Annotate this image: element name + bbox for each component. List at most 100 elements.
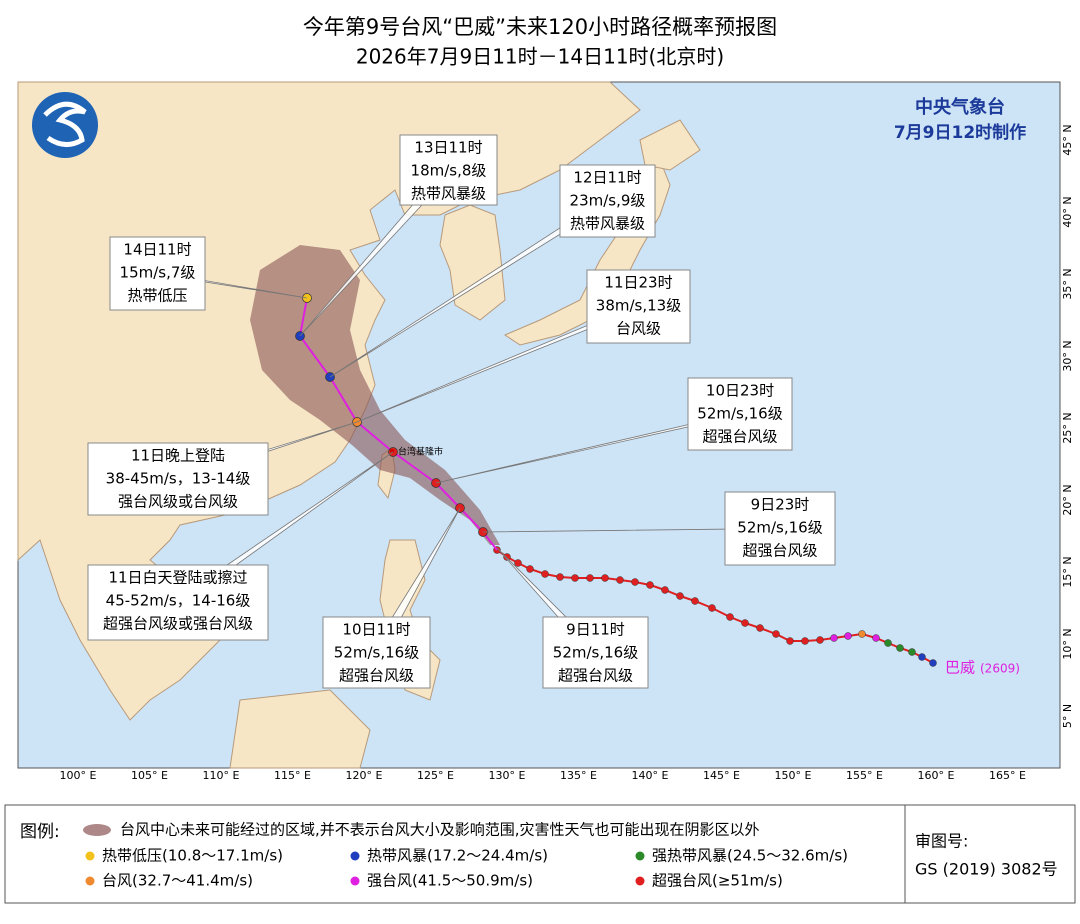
callout-text: 18m/s,8级 bbox=[411, 162, 487, 180]
past-point bbox=[918, 653, 926, 661]
past-point bbox=[514, 559, 522, 567]
callout-box bbox=[322, 616, 431, 689]
storm-name: 巴威 bbox=[945, 659, 975, 677]
past-point bbox=[526, 565, 534, 573]
lon-label: 130° E bbox=[489, 769, 526, 782]
callout-box bbox=[109, 236, 206, 311]
legend-item: 强台风(41.5～50.9m/s) bbox=[367, 872, 533, 890]
callout-text: 15m/s,7级 bbox=[120, 264, 196, 282]
lon-label: 140° E bbox=[632, 769, 669, 782]
past-point bbox=[708, 604, 716, 612]
callout-text: 38-45m/s，13-14级 bbox=[106, 470, 251, 488]
past-point bbox=[631, 578, 639, 586]
overlay: 台湾基隆市13日11时18m/s,8级热带风暴级12日11时23m/s,9级热带… bbox=[60, 124, 1074, 782]
callout-text: 超强台风级 bbox=[558, 667, 633, 685]
past-point bbox=[661, 586, 669, 594]
callout-box bbox=[399, 134, 498, 206]
lon-label: 155° E bbox=[846, 769, 883, 782]
callout-box bbox=[559, 164, 656, 238]
callout-text: 超强台风级 bbox=[742, 542, 817, 560]
past-point bbox=[844, 632, 852, 640]
callout-text: 11日白天登陆或擦过 bbox=[108, 569, 247, 587]
legend-box bbox=[4, 804, 1076, 904]
lat-label: 35° N bbox=[1061, 268, 1074, 299]
callout-text: 10日23时 bbox=[706, 382, 774, 400]
lat-label: 20° N bbox=[1061, 484, 1074, 515]
lon-label: 135° E bbox=[560, 769, 597, 782]
lat-label: 30° N bbox=[1061, 340, 1074, 371]
callout-text: 14日11时 bbox=[123, 241, 191, 259]
past-point bbox=[756, 624, 764, 632]
past-point bbox=[571, 574, 579, 582]
callout-text: 强台风级或台风级 bbox=[118, 493, 238, 511]
legend-item: 热带低压(10.8～17.1m/s) bbox=[102, 847, 283, 865]
past-point bbox=[691, 597, 699, 605]
lon-label: 105° E bbox=[131, 769, 168, 782]
callout-text: 52m/s,16级 bbox=[737, 519, 822, 537]
past-point bbox=[772, 630, 780, 638]
legend-item: 强热带风暴(24.5～32.6m/s) bbox=[652, 847, 848, 865]
past-point bbox=[726, 613, 734, 621]
past-point bbox=[616, 576, 624, 584]
lon-label: 165° E bbox=[989, 769, 1026, 782]
callout-text: 23m/s,9级 bbox=[570, 192, 646, 210]
past-point bbox=[676, 592, 684, 600]
past-point bbox=[830, 634, 838, 642]
callout-box bbox=[687, 377, 793, 451]
past-point bbox=[896, 644, 904, 652]
callout-text: 52m/s,16级 bbox=[334, 644, 419, 662]
lon-label: 150° E bbox=[775, 769, 812, 782]
legend-cone-icon bbox=[83, 824, 111, 836]
lat-label: 25° N bbox=[1061, 412, 1074, 443]
past-point bbox=[929, 659, 937, 667]
legend-dot bbox=[635, 851, 645, 861]
legend-cone-text: 台风中心未来可能经过的区域,并不表示台风大小及影响范围,灾害性天气也可能出现在阴… bbox=[120, 821, 760, 839]
lat-label: 5° N bbox=[1061, 704, 1074, 728]
title: 今年第9号台风“巴威”未来120小时路径概率预报图 bbox=[303, 15, 777, 39]
lat-label: 40° N bbox=[1061, 196, 1074, 227]
callout-box bbox=[542, 616, 649, 689]
past-point bbox=[786, 637, 794, 645]
past-point bbox=[556, 573, 564, 581]
lat-label: 15° N bbox=[1061, 556, 1074, 587]
review-label: 审图号: bbox=[915, 832, 968, 851]
past-point bbox=[908, 648, 916, 656]
callout-box bbox=[586, 269, 691, 344]
past-point bbox=[741, 619, 749, 627]
lon-label: 110° E bbox=[203, 769, 240, 782]
callout-text: 超强台风级 bbox=[702, 428, 777, 446]
past-point bbox=[586, 574, 594, 582]
lon-label: 115° E bbox=[274, 769, 311, 782]
callout-text: 热带低压 bbox=[127, 287, 187, 305]
past-point bbox=[884, 639, 892, 647]
lon-label: 125° E bbox=[417, 769, 454, 782]
legend-item: 台风(32.7～41.4m/s) bbox=[102, 872, 253, 890]
legend-item: 热带风暴(17.2～24.4m/s) bbox=[367, 847, 548, 865]
lon-label: 120° E bbox=[346, 769, 383, 782]
callout-text: 9日23时 bbox=[751, 496, 810, 514]
legend-dot bbox=[635, 876, 645, 886]
past-point bbox=[601, 574, 609, 582]
legend-dot bbox=[350, 876, 360, 886]
subtitle: 2026年7月9日11时－14日11时(北京时) bbox=[356, 45, 724, 69]
probability-cone bbox=[250, 245, 500, 545]
lat-label: 10° N bbox=[1061, 628, 1074, 659]
callout-text: 52m/s,16级 bbox=[553, 644, 638, 662]
logo-swirl bbox=[43, 101, 87, 147]
callout-text: 45-52m/s，14-16级 bbox=[106, 592, 251, 610]
storm-code: (2609) bbox=[980, 662, 1020, 676]
legend-dot bbox=[85, 876, 95, 886]
past-point bbox=[646, 581, 654, 589]
callout-text: 13日11时 bbox=[414, 139, 482, 157]
legend-item: 超强台风(≥51m/s) bbox=[652, 872, 783, 890]
callout-text: 52m/s,16级 bbox=[697, 405, 782, 423]
